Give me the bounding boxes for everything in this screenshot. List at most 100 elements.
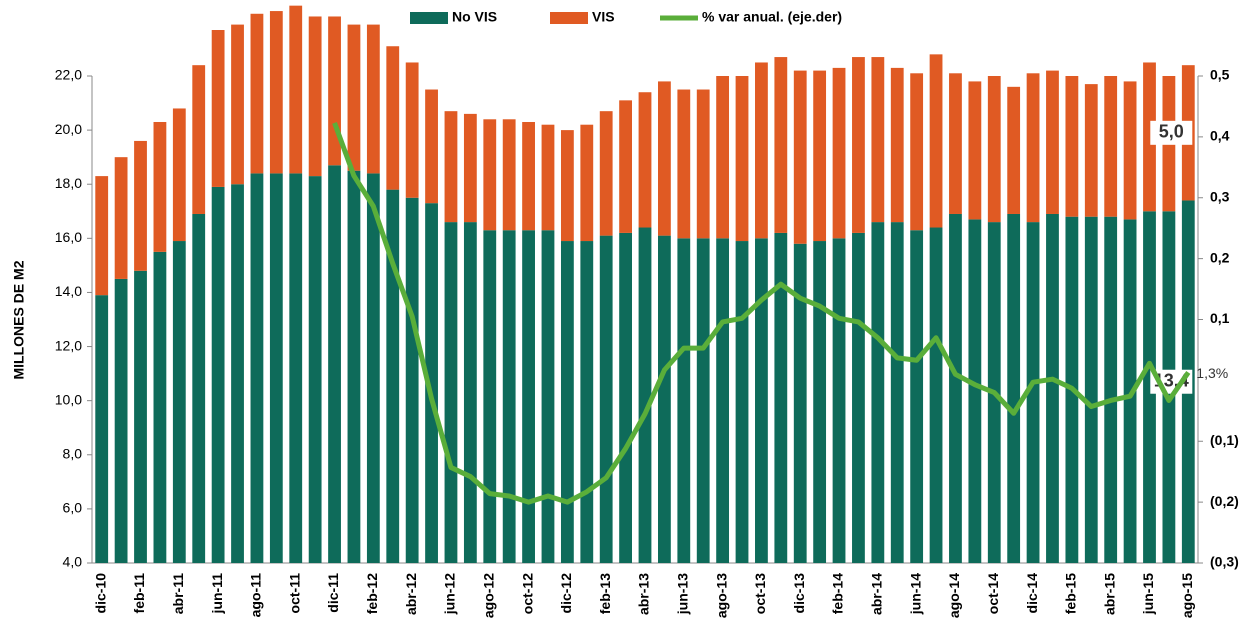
bar <box>793 243 807 563</box>
legend-label: No VIS <box>452 9 497 25</box>
bar <box>968 219 982 563</box>
bar <box>502 119 516 231</box>
bar <box>1123 219 1137 563</box>
bar <box>114 157 128 279</box>
value-label: 5,0 <box>1159 122 1184 142</box>
bar <box>1123 81 1137 220</box>
bar <box>716 238 730 564</box>
bar <box>560 130 574 242</box>
x-tick-label: dic-10 <box>92 573 108 614</box>
y-tick-label: 20,0 <box>55 121 82 137</box>
y-tick-label: 10,0 <box>55 391 82 407</box>
y2-tick-label: 0,1 <box>1210 310 1230 326</box>
y-tick-label: 18,0 <box>55 175 82 191</box>
bar <box>599 235 613 563</box>
y2-tick-label: 0,2 <box>1210 249 1230 265</box>
y-tick-label: 14,0 <box>55 283 82 299</box>
bar <box>153 121 167 252</box>
bar <box>269 173 283 563</box>
bar <box>696 238 710 564</box>
x-tick-label: dic-13 <box>791 573 807 614</box>
bar <box>1104 216 1118 563</box>
bar <box>386 189 400 563</box>
x-tick-label: feb-14 <box>830 573 846 614</box>
legend-label: VIS <box>592 9 615 25</box>
x-tick-label: jun-13 <box>675 573 691 615</box>
x-tick-label: ago-14 <box>946 573 962 618</box>
bar <box>1104 76 1118 217</box>
bar <box>774 57 788 233</box>
bar <box>425 203 438 563</box>
x-tick-label: feb-12 <box>364 573 380 614</box>
bar <box>735 76 749 242</box>
bar <box>1007 213 1021 563</box>
bar <box>153 251 167 563</box>
bar <box>250 173 264 563</box>
x-tick-label: abr-13 <box>636 573 652 615</box>
bar <box>813 241 827 564</box>
bar <box>813 70 827 242</box>
bar <box>696 89 710 239</box>
bar <box>871 57 885 223</box>
bar <box>755 238 768 564</box>
bar <box>949 213 962 563</box>
bar <box>793 70 807 244</box>
bar <box>463 222 477 563</box>
bar <box>638 92 652 228</box>
bar <box>560 241 574 564</box>
y-tick-label: 4,0 <box>63 554 83 570</box>
x-tick-label: feb-15 <box>1063 573 1079 614</box>
bar <box>580 241 594 564</box>
bar <box>677 238 691 564</box>
bar <box>1046 70 1059 214</box>
bar <box>832 238 846 564</box>
y2-tick-label: 0,5 <box>1210 67 1230 83</box>
bar <box>677 89 691 239</box>
value-label-bg <box>1150 120 1193 145</box>
y-tick-label: 16,0 <box>55 229 82 245</box>
bar <box>832 67 846 239</box>
x-tick-label: jun-14 <box>907 573 923 615</box>
bar <box>386 46 400 190</box>
bar <box>1007 86 1021 214</box>
bar <box>871 222 885 563</box>
bar <box>483 119 497 231</box>
bar <box>774 232 788 563</box>
bar <box>425 89 438 204</box>
bar <box>308 176 322 563</box>
bar <box>328 165 341 564</box>
bar <box>463 113 477 223</box>
x-tick-label: abr-15 <box>1101 573 1117 615</box>
x-tick-label: ago-12 <box>480 573 496 618</box>
bar <box>405 197 419 563</box>
x-tick-label: dic-14 <box>1024 573 1040 614</box>
y-tick-label: 8,0 <box>63 445 83 461</box>
bar <box>987 76 1001 223</box>
x-tick-label: jun-11 <box>209 573 225 615</box>
x-tick-label: feb-13 <box>597 573 613 614</box>
bar <box>483 230 497 563</box>
bar <box>1143 211 1156 563</box>
y2-tick-label: 0,3 <box>1210 188 1230 204</box>
bar <box>1084 84 1098 217</box>
bar <box>172 241 186 564</box>
bar <box>114 278 128 563</box>
bar <box>405 62 419 198</box>
bar <box>1026 222 1040 563</box>
bar <box>910 230 924 563</box>
bar <box>172 108 186 242</box>
bar <box>192 65 206 214</box>
bar <box>347 170 361 563</box>
legend-label: % var anual. (eje.der) <box>702 9 842 25</box>
bar <box>347 24 361 171</box>
bar <box>444 222 458 563</box>
bar <box>95 176 109 296</box>
x-tick-label: abr-12 <box>403 573 419 615</box>
bar <box>522 121 535 231</box>
bar <box>211 30 225 187</box>
x-tick-label: oct-12 <box>519 573 535 614</box>
bar <box>366 173 380 563</box>
legend-swatch <box>550 12 588 24</box>
bar <box>638 227 652 563</box>
